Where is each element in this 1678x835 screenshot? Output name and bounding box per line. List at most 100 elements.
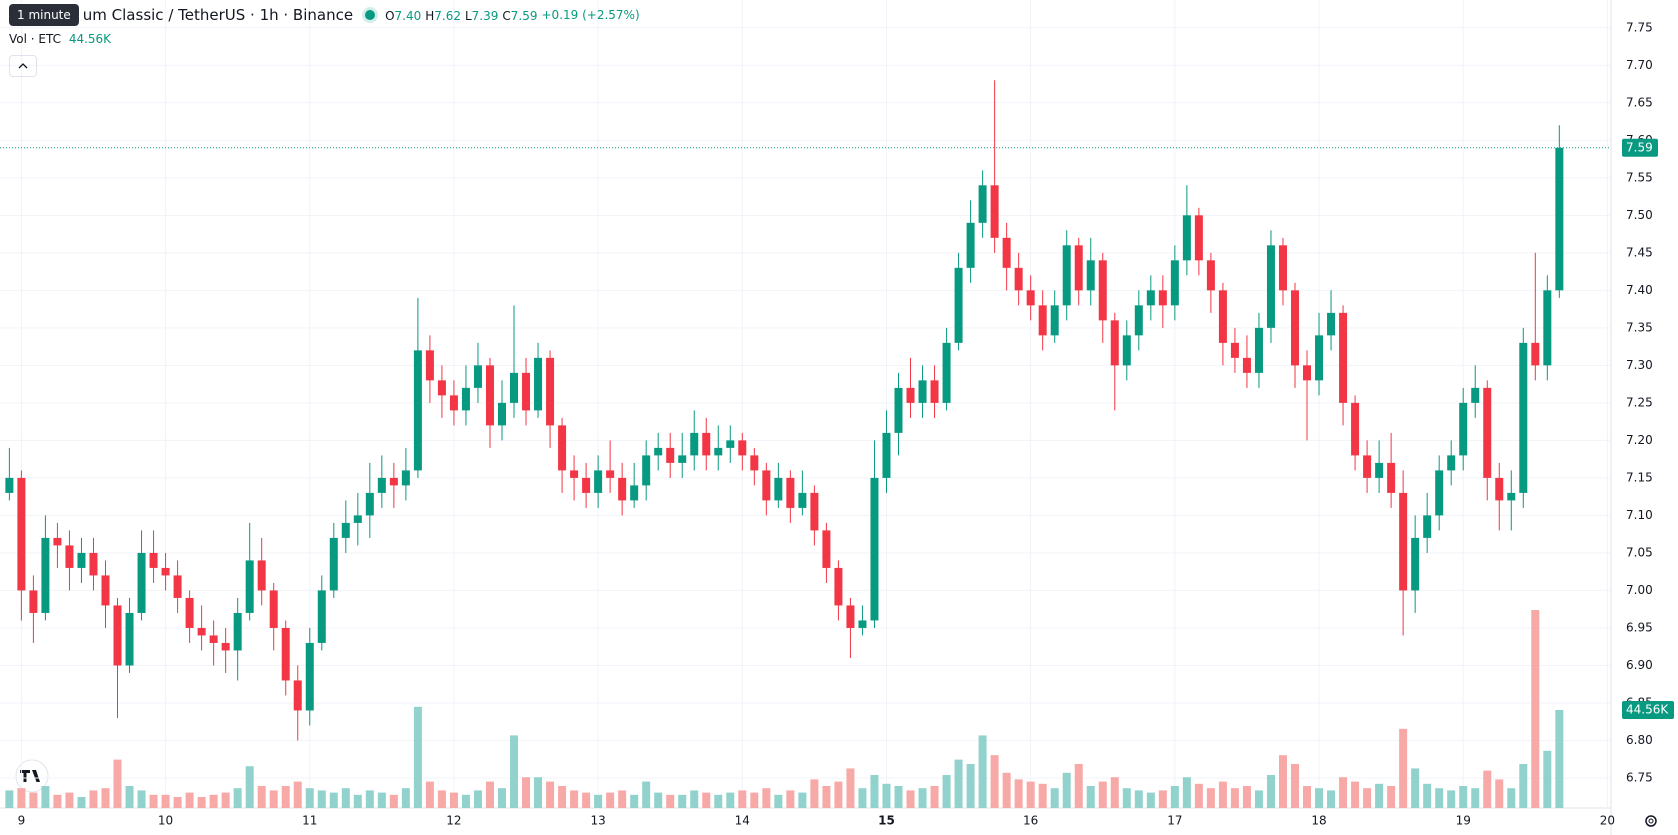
volume-bar	[1435, 788, 1444, 808]
volume-bar	[413, 706, 422, 808]
candle-body	[1315, 335, 1324, 381]
ohlc-value: 7.62	[434, 9, 461, 23]
candle-body	[1182, 215, 1191, 261]
x-tick-label: 16	[1023, 814, 1038, 828]
candle-body	[1254, 327, 1263, 373]
volume-bar	[137, 790, 146, 808]
volume-bar	[293, 781, 302, 808]
volume-bar	[1230, 788, 1239, 808]
volume-bar	[870, 775, 879, 808]
candle-body	[642, 455, 651, 486]
candle-body	[978, 185, 987, 223]
volume-bar	[77, 797, 86, 808]
candle-body	[726, 440, 735, 448]
y-tick-label: 7.15	[1626, 470, 1653, 484]
candle-body	[630, 485, 639, 501]
volume-bar	[353, 794, 362, 808]
settings-icon[interactable]	[1645, 815, 1657, 827]
volume-bar	[858, 788, 867, 808]
x-tick-label: 20	[1600, 814, 1615, 828]
volume-bar	[546, 781, 555, 808]
volume-bar	[966, 764, 975, 808]
candle-body	[281, 627, 290, 681]
candle-body	[293, 680, 302, 711]
candle-body	[65, 545, 74, 568]
volume-bar	[750, 792, 759, 808]
volume-bar	[53, 794, 62, 808]
volume-bar	[1483, 770, 1492, 808]
candle-body	[1218, 290, 1227, 343]
volume-bar	[17, 788, 26, 808]
volume-bar	[1363, 788, 1372, 808]
candle-body	[606, 470, 615, 478]
last-price-box	[1622, 138, 1658, 157]
candle-body	[1351, 402, 1360, 456]
volume-bar	[1218, 781, 1227, 808]
candle-body	[1339, 312, 1348, 403]
candle-body	[101, 575, 110, 606]
volume-bar	[810, 779, 819, 808]
candle-body	[570, 470, 579, 478]
candle-body	[29, 590, 38, 613]
volume-bar	[1555, 709, 1564, 808]
ohlc-letter: H	[425, 9, 435, 23]
candle-body	[1086, 260, 1095, 291]
volume-bar	[534, 777, 543, 808]
candle-body	[1543, 290, 1552, 366]
volume-axis-label: 44.56K	[1626, 702, 1669, 716]
volume-bar	[654, 792, 663, 808]
volume-bar	[101, 788, 110, 808]
volume-bar	[918, 788, 927, 808]
candle-body	[113, 605, 122, 666]
volume-bar	[1339, 777, 1348, 808]
last-price-label: 7.59	[1626, 140, 1653, 154]
volume-bar	[834, 781, 843, 808]
candle-body	[1375, 462, 1384, 478]
volume-bar	[1459, 786, 1468, 808]
volume-bar	[281, 786, 290, 808]
volume-bar	[978, 735, 987, 808]
candle-body	[750, 455, 759, 471]
volume-bar	[822, 786, 831, 808]
candle-body	[389, 477, 398, 486]
volume-bar	[437, 790, 446, 808]
volume-bar	[630, 794, 639, 808]
volume-bar	[1266, 775, 1275, 808]
candle-body	[894, 387, 903, 433]
volume-bar	[185, 792, 194, 808]
y-tick-label: 7.20	[1626, 433, 1653, 447]
volume-bar	[786, 790, 795, 808]
candle-body	[1531, 342, 1540, 366]
candle-body	[738, 440, 747, 456]
volume-bar	[558, 786, 567, 808]
candle-body	[858, 620, 867, 628]
volume-bar	[365, 790, 374, 808]
volume-bar	[1290, 764, 1299, 808]
collapse-button[interactable]	[9, 55, 37, 77]
ohlc-letter: L	[464, 9, 472, 23]
volume-bar	[1387, 786, 1396, 808]
candle-body	[5, 477, 14, 493]
volume-bar	[1098, 781, 1107, 808]
volume-bar	[209, 794, 218, 808]
candle-body	[534, 357, 543, 411]
x-tick-label: 13	[590, 814, 605, 828]
candle-body	[437, 380, 446, 396]
volume-bar	[497, 788, 506, 808]
y-tick-label: 7.05	[1626, 545, 1653, 559]
candle-body	[678, 455, 687, 463]
candle-body	[1026, 290, 1035, 306]
candle-body	[1278, 245, 1287, 291]
candle-body	[125, 612, 134, 666]
volume-bar	[1170, 786, 1179, 808]
volume-bar	[798, 792, 807, 808]
y-tick-label: 6.80	[1626, 733, 1653, 747]
candle-body	[1387, 462, 1396, 493]
volume-bar	[846, 768, 855, 808]
y-tick-label: 7.55	[1626, 170, 1653, 184]
candle-body	[594, 470, 603, 493]
volume-bar	[65, 792, 74, 808]
candle-body	[185, 597, 194, 628]
volume-bar	[1182, 777, 1191, 808]
